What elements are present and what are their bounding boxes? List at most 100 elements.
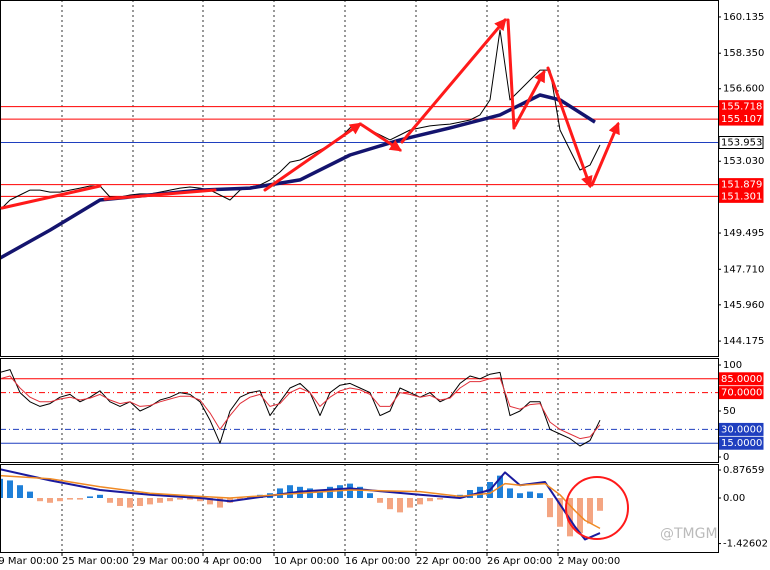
histogram-bar [0, 478, 3, 498]
histogram-bar [157, 497, 163, 503]
histogram-bar [147, 497, 153, 505]
level-label: 30.0000 [721, 424, 762, 435]
histogram-bar [67, 497, 73, 500]
histogram-bar [277, 488, 283, 498]
arrow [513, 69, 546, 128]
histogram-bar [137, 497, 143, 506]
panel-labels: 100 50 0 85.0000 70.0000 30.0000 15.0000 [718, 360, 764, 463]
histogram-bar [207, 497, 213, 505]
y-tick-label: 0.00 [723, 493, 745, 504]
histogram-bar [37, 497, 43, 502]
x-tick-label: 2 May 00:00 [558, 556, 620, 567]
y-tick-label: 50 [723, 406, 736, 417]
level-label: 155.718 [721, 102, 762, 113]
histogram-bar [397, 497, 403, 513]
x-tick-label: 19 Mar 00:00 [0, 556, 59, 567]
histogram-bar [117, 497, 123, 506]
x-tick-label: 29 Mar 00:00 [133, 556, 200, 567]
trend-line [506, 18, 516, 130]
y-tick-label: 158.350 [723, 48, 764, 59]
y-tick-label: 156.600 [723, 84, 764, 95]
histogram-bar [517, 493, 523, 498]
histogram-bar [107, 497, 113, 503]
level-label: 15.0000 [721, 438, 762, 449]
x-tick-label: 16 Apr 00:00 [345, 556, 410, 567]
y-tick-label: 160.135 [723, 12, 764, 23]
x-tick-label: 22 Apr 00:00 [416, 556, 481, 567]
series-line [0, 375, 601, 440]
panel-labels: 160.135 158.350 156.600 153.030 149.495 147.7… [718, 12, 764, 347]
histogram-bar [427, 497, 433, 502]
level-label: 70.0000 [721, 388, 762, 399]
panel [0, 358, 718, 462]
panel-frame [0, 0, 719, 357]
histogram-bar [587, 497, 593, 524]
histogram-bar [547, 497, 553, 518]
panel-frame [0, 358, 719, 463]
arrow [360, 123, 403, 152]
histogram-bar [567, 497, 573, 537]
histogram-bar [187, 497, 193, 500]
histogram-bar [317, 491, 323, 498]
histogram-bar [557, 497, 563, 527]
histogram-bar [337, 485, 343, 498]
histogram-bar [327, 486, 333, 498]
histogram-bar [377, 497, 383, 503]
x-tick-label: 10 Apr 00:00 [274, 556, 339, 567]
histogram-bar [467, 490, 473, 498]
y-tick-label: 149.495 [723, 228, 764, 239]
y-tick-label: 0.87659 [723, 465, 764, 476]
y-tick-label: 153.030 [723, 156, 764, 167]
histogram-bar [7, 480, 13, 498]
level-label: 153.953 [721, 138, 762, 149]
histogram-bar [357, 486, 363, 498]
watermark: @TMGM [660, 526, 718, 542]
histogram-bar [367, 493, 373, 498]
y-tick-label: 145.960 [723, 300, 764, 311]
series-line [0, 468, 601, 541]
series-line [0, 369, 601, 447]
level-label: 85.0000 [721, 374, 762, 385]
level-label: 151.879 [721, 180, 762, 191]
x-tick-label: 26 Apr 00:00 [487, 556, 552, 567]
y-tick-label: 0 [723, 452, 729, 463]
annotations [0, 18, 629, 540]
histogram-bar [167, 497, 173, 502]
level-label: 151.301 [721, 191, 762, 202]
histogram-bar [527, 491, 533, 498]
arrow [263, 122, 362, 192]
y-tick-label: 100 [723, 360, 742, 371]
y-tick-label: 147.710 [723, 264, 764, 275]
histogram-bar [77, 497, 83, 500]
series-line [0, 474, 601, 530]
histogram-bar [197, 497, 203, 502]
histogram-bar [347, 483, 353, 498]
histogram-bar [57, 497, 63, 502]
histogram-bar [47, 497, 53, 503]
histogram-bar [287, 485, 293, 498]
histogram-bar [407, 497, 413, 508]
x-tick-label: 25 Mar 00:00 [62, 556, 129, 567]
histogram-bar [237, 497, 243, 500]
histogram-bar [597, 497, 603, 511]
histogram-bar [27, 491, 33, 498]
level-label: 155.107 [721, 114, 762, 125]
histogram-bar [217, 497, 223, 508]
arrow [590, 121, 620, 187]
histogram-bar [417, 497, 423, 505]
trend-line [0, 184, 102, 210]
y-tick-label: -1.42602 [723, 539, 768, 550]
histogram-bar [127, 497, 133, 508]
histogram-bar [387, 497, 393, 510]
arrow [400, 18, 507, 144]
histogram-bar [87, 496, 93, 498]
arrow [546, 66, 593, 189]
histogram-bar [537, 493, 543, 498]
x-tick-label: 4 Apr 00:00 [203, 556, 262, 567]
trend-line [103, 188, 217, 201]
histogram-bar [17, 485, 23, 498]
histogram-bar [437, 497, 443, 500]
